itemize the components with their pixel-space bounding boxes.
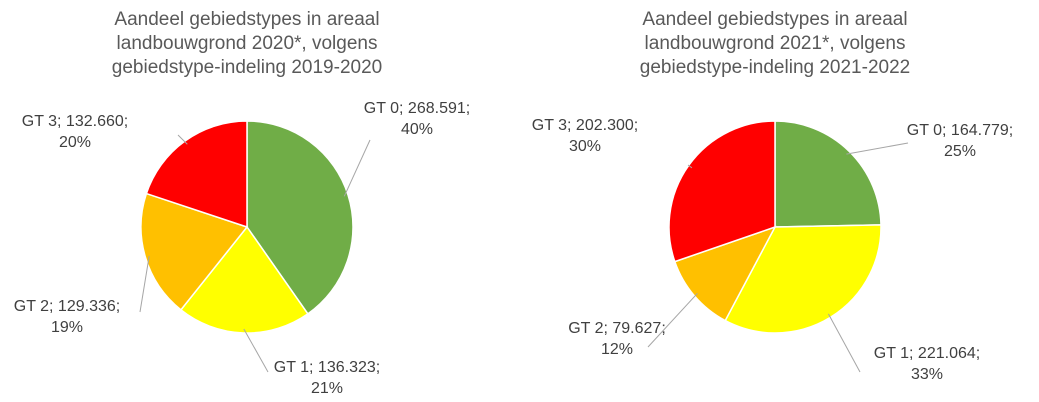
chart-title: Aandeel gebiedstypes in areaal landbouwg…	[639, 9, 911, 78]
leader-line	[687, 164, 693, 169]
leader-line	[177, 134, 188, 145]
data-label: GT 0; 268.591; 40%	[363, 100, 471, 138]
leader-line	[139, 255, 150, 313]
chart-title: Aandeel gebiedstypes in areaal landbouwg…	[111, 9, 383, 78]
leader-line	[827, 313, 861, 373]
data-label: GT 2; 79.627; 12%	[568, 320, 666, 358]
data-label: GT 3; 202.300; 30%	[531, 117, 639, 155]
leader-line	[647, 292, 698, 348]
pie-slice	[179, 225, 309, 334]
data-label: GT 1; 221.064; 33%	[873, 345, 981, 383]
pie-slice	[774, 120, 882, 228]
pie-slice	[246, 120, 354, 315]
leader-line	[343, 139, 371, 197]
pie-slice	[145, 120, 248, 229]
leader-line	[846, 142, 909, 155]
leader-line	[243, 328, 269, 373]
pie-slice	[140, 192, 249, 311]
data-label: GT 1; 136.323; 21%	[273, 359, 381, 397]
data-label: GT 0; 164.779; 25%	[906, 122, 1014, 160]
data-label: GT 3; 132.660; 20%	[21, 113, 129, 151]
data-label: GT 2; 129.336; 19%	[13, 298, 121, 336]
